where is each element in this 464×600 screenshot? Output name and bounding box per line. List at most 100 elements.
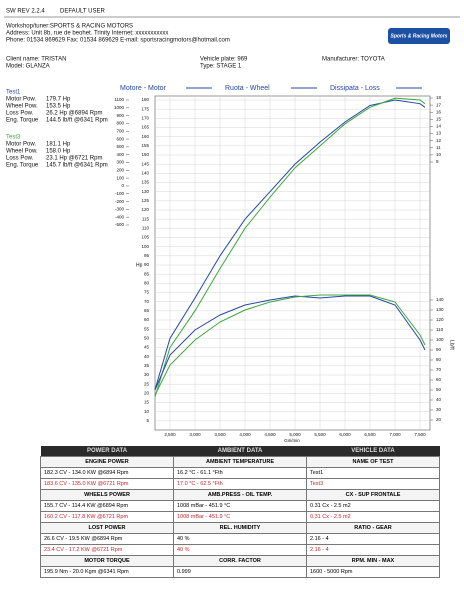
y2-tick-label: 80 xyxy=(436,357,442,362)
y2-tick-label: 90 xyxy=(436,347,442,352)
table-cell: 1600 - 5000 Rpm xyxy=(306,566,440,578)
y4-tick-label: 13 xyxy=(436,131,442,136)
data-table: POWER DATA AMBIENT DATA VEHICLE DATA ENGINE… xyxy=(40,446,440,578)
table-row: MOTOR TORQUE CORR. FACTOR RPM. MIN - MAX xyxy=(40,555,440,567)
x-tick-label: 5,500 xyxy=(314,432,326,437)
y-tick-label: 160 xyxy=(141,134,149,139)
x-tick-label: 7,000 xyxy=(389,432,401,437)
x-tick-label: 2,500 xyxy=(164,432,176,437)
x-tick-label: 4,000 xyxy=(239,432,251,437)
header-cell: VEHICLE DATA xyxy=(306,446,440,457)
y-tick-label: 170 xyxy=(141,116,149,121)
y-tick-label: 100 xyxy=(141,244,149,249)
x-tick-label: 6,500 xyxy=(364,432,376,437)
y-tick-label: 65 xyxy=(144,308,150,313)
header-row: POWER DATA AMBIENT DATA VEHICLE DATA xyxy=(40,446,440,457)
table-cell: 0.31 Cx - 2.5 m2 xyxy=(306,500,440,512)
manufacturer: Manufacturer: TOYOTA xyxy=(322,57,385,63)
y2-tick-label: 60 xyxy=(436,377,442,382)
table-cell: 16.2 °C - 61.1 °Fth xyxy=(173,467,307,479)
legend-label: Motore - Motor xyxy=(120,85,167,92)
y-tick-label: 5 xyxy=(146,418,149,423)
table-cell: WHEELS POWER xyxy=(40,489,174,501)
series-line xyxy=(154,294,426,396)
series-line xyxy=(154,97,426,398)
test-label: Motor Pow. xyxy=(6,142,36,148)
table-cell: 0.999 xyxy=(173,566,307,578)
table-cell: ENGINE POWER xyxy=(40,456,174,468)
y-tick-label: 70 xyxy=(144,299,150,304)
y-tick-label: 80 xyxy=(144,281,150,286)
test-label: Eng. Torque xyxy=(6,118,39,124)
x-tick-label: 6,000 xyxy=(339,432,351,437)
logo xyxy=(388,28,450,44)
table-cell: CX - SUP FRONTALE xyxy=(306,489,440,501)
y-tick-label: 145 xyxy=(141,161,149,166)
report: SW REV 2.2.4 DEFAULT USER Workshop/tuner… xyxy=(0,0,464,446)
y-tick-label: 90 xyxy=(144,262,150,267)
table-row: 195.9 Nm - 20.0 Kgm @6341 Rpm 0.999 1600 -… xyxy=(40,566,440,578)
table-cell: 195.9 Nm - 20.0 Kgm @6341 Rpm xyxy=(40,566,174,578)
y4-tick-label: 16 xyxy=(436,109,442,114)
y3-tick-label: 700 xyxy=(116,128,124,133)
y-tick-label: 95 xyxy=(144,253,150,258)
table-cell: 155.7 CV - 114.4 KW @6894 Rpm xyxy=(40,500,174,512)
table-row: 23.4 CV - 17.2 KW @6721 Rpm 40 % 2.16 - 4 xyxy=(40,544,440,556)
y-tick-label: 120 xyxy=(141,207,149,212)
plot-frame xyxy=(154,95,431,431)
legend-label: Dissipata - Loss xyxy=(330,85,380,92)
workshop: Workshop/tuner:SPORTS & RACING MOTORS xyxy=(6,24,133,30)
y3-tick-label: 500 xyxy=(116,144,124,149)
table-row: LOST POWER REL. HUMIDITY RATIO - GEAR xyxy=(40,522,440,534)
y2-tick-label: 20 xyxy=(436,417,442,422)
y2-axis-label: Lb/ft xyxy=(449,340,455,350)
logo-text: Sports & Racing Motors xyxy=(391,33,448,39)
y-tick-label: 165 xyxy=(141,125,149,130)
header-cell: POWER DATA xyxy=(40,446,174,457)
test-name: Test1 xyxy=(6,90,21,96)
sw-rev: SW REV 2.2.4 xyxy=(6,9,45,15)
y4-tick-label: 17 xyxy=(436,102,442,107)
table-cell: 1008 mBar - 451.9 °C xyxy=(173,511,307,523)
test-label: Wheel Pow. xyxy=(6,104,38,110)
table-cell: 40 % xyxy=(173,533,307,545)
series-line xyxy=(154,99,426,390)
y-tick-label: 40 xyxy=(144,354,150,359)
y-tick-label: 115 xyxy=(142,216,150,221)
y2-tick-label: 50 xyxy=(436,387,442,392)
x-tick-label: 3,000 xyxy=(189,432,201,437)
table-cell: 183.6 CV - 135.0 KW @6721 Rpm xyxy=(40,478,174,490)
y-tick-label: 35 xyxy=(144,363,150,368)
table-cell: CORR. FACTOR xyxy=(173,555,307,567)
table-cell: 1008 mBar - 451.9 °C xyxy=(173,500,307,512)
background xyxy=(0,0,464,446)
y-tick-label: 55 xyxy=(144,326,150,331)
y3-tick-label: -300 xyxy=(115,207,125,212)
table-cell: 17.0 °C - 62.5 °Fth xyxy=(173,478,307,490)
table-cell: LOST POWER xyxy=(40,522,174,534)
test-value: 26.2 Hp @6894 Rpm xyxy=(46,111,102,117)
y3-tick-label: 100 xyxy=(116,175,124,180)
y-tick-label: 155 xyxy=(141,143,149,148)
table-cell: 2.16 - 4 xyxy=(306,533,440,545)
y-tick-label: 110 xyxy=(142,226,150,231)
y3-tick-label: -500 xyxy=(115,222,125,227)
y-tick-label: 60 xyxy=(144,317,150,322)
y4-tick-label: 9 xyxy=(436,159,439,164)
table-row: ENGINE POWER AMBIENT TEMPERATURE NAME OF T… xyxy=(40,456,440,468)
vehicle-type: Type: STAGE 1 xyxy=(200,64,242,70)
address: Address: Unit 8b, rue de beohet. Trinity… xyxy=(6,31,168,37)
table-cell: 26.6 CV - 19.5 KW @6894 Rpm xyxy=(40,533,174,545)
table-cell: Test3 xyxy=(306,478,440,490)
table-row: 160.2 CV - 117.8 KW @6721 Rpm 1008 mBar -… xyxy=(40,511,440,523)
y3-tick-label: 0 xyxy=(121,183,124,188)
table-cell: RATIO - GEAR xyxy=(306,522,440,534)
y3-tick-label: 400 xyxy=(116,152,124,157)
y3-tick-label: 600 xyxy=(116,136,124,141)
table-cell: REL. HUMIDITY xyxy=(173,522,307,534)
test-label: Motor Pow. xyxy=(6,97,36,103)
test-label: Loss Pow. xyxy=(6,156,34,162)
header-cell: AMBIENT DATA xyxy=(173,446,307,457)
test-label: Eng. Torque xyxy=(6,163,39,169)
